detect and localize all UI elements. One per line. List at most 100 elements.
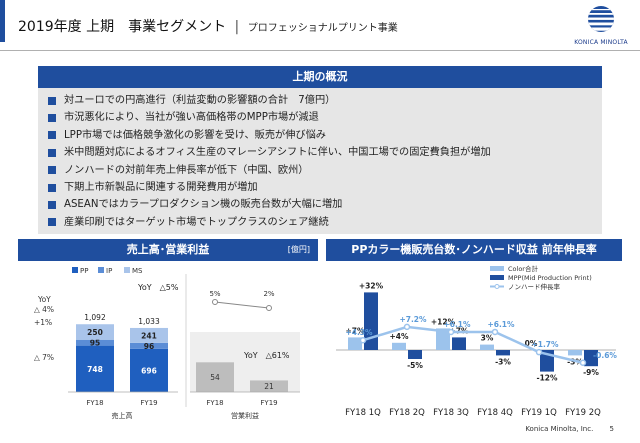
slide-title: 2019年度 上期 事業セグメント | プロフェッショナルプリント事業 — [18, 16, 398, 36]
growth-point-label: +4.3% — [345, 328, 373, 337]
slide-subtitle: プロフェッショナルプリント事業 — [247, 23, 398, 34]
color-bar-label: +7% — [345, 326, 365, 335]
konica-minolta-logo: KONICA MINOLTA — [568, 5, 634, 46]
category-label: FY18 — [206, 399, 223, 407]
category-label: FY18 4Q — [477, 408, 513, 418]
sales-bar-segment — [76, 324, 114, 340]
mpp-bar — [584, 350, 598, 367]
overview-bullet: ASEANではカラープロダクション機の販売台数が大幅に増加 — [48, 196, 602, 213]
category-label: FY18 1Q — [345, 408, 381, 418]
overview-bullet: 産業印刷ではターゲット市場でトップクラスのシェア継続 — [48, 214, 602, 231]
square-bullet-icon — [48, 131, 56, 140]
sales-segment-value: 748 — [87, 365, 103, 374]
color-bar — [436, 328, 450, 350]
footer-company: Konica Minolta, Inc. — [525, 425, 594, 433]
sales-total-label: 1,092 — [84, 313, 106, 322]
group-label: 売上高 — [112, 411, 133, 420]
sales-segment-value: 696 — [141, 366, 157, 375]
bullet-text: 市況悪化により、当社が強い高価格帯のMPP市場が減退 — [64, 112, 319, 124]
yoy-segment-label: △ 4% — [34, 305, 54, 314]
overview-bullet-list: 対ユーロでの円高進行（利益変動の影響額の合計 7億円） 市況悪化により、当社が強… — [38, 88, 602, 231]
bullet-text: ノンハードの対前年売上伸長率が低下（中国、欧州） — [64, 164, 309, 176]
growth-point-label: +6.1% — [443, 320, 471, 329]
globe-logo-icon — [588, 6, 614, 32]
category-label: FY19 — [140, 399, 157, 407]
margin-point — [266, 305, 272, 311]
sales-bar-segment — [76, 345, 114, 392]
overview-heading: 上期の概況 — [38, 66, 602, 88]
bullet-text: 下期上市新製品に関連する開発費用が増加 — [64, 181, 258, 193]
header-divider — [0, 50, 640, 51]
unit-label: [億円] — [287, 245, 310, 254]
bullet-text: 産業印刷ではターゲット市場でトップクラスのシェア継続 — [64, 216, 329, 228]
color-bar — [480, 344, 494, 350]
square-bullet-icon — [48, 218, 56, 227]
square-bullet-icon — [48, 166, 56, 175]
sales-segment-value: 96 — [144, 342, 154, 351]
title-accent-bar — [0, 0, 5, 42]
sales-segment-value: 95 — [90, 339, 100, 348]
sales-profit-heading: 売上高･営業利益 — [126, 243, 210, 256]
category-label: FY18 3Q — [433, 408, 469, 418]
sales-total-label: 1,033 — [138, 317, 160, 326]
sales-yoy-label: YoY △5% — [137, 283, 179, 292]
mpp-bar — [364, 292, 378, 350]
sales-segment-value: 241 — [141, 331, 157, 340]
growth-point — [403, 323, 411, 331]
profit-bar — [196, 362, 234, 392]
legend-label: IP — [106, 267, 112, 275]
logo-text: KONICA MINOLTA — [574, 39, 628, 46]
mpp-bar-label: -5% — [407, 361, 423, 370]
mpp-bar-label: +32% — [359, 281, 384, 290]
legend-marker — [494, 284, 500, 289]
growth-point-label: +1.7% — [531, 340, 559, 349]
growth-section-header: PPカラー機販売台数･ノンハード収益 前年伸長率 — [326, 239, 622, 261]
growth-point — [491, 328, 499, 336]
color-bar-label: 3% — [481, 334, 494, 343]
growth-point-label: +7.2% — [399, 315, 427, 324]
growth-point — [535, 348, 543, 356]
yoy-segment-label: +1% — [34, 318, 52, 327]
overview-bullet: 下期上市新製品に関連する開発費用が増加 — [48, 179, 602, 196]
sales-bar-segment — [130, 342, 168, 349]
square-bullet-icon — [48, 201, 56, 210]
bullet-text: LPP市場では価格競争激化の影響を受け、販売が伸び悩み — [64, 129, 326, 141]
mpp-bar-label: -12% — [536, 374, 558, 383]
category-label: FY19 1Q — [521, 408, 557, 418]
color-bar-label: 0% — [525, 339, 538, 348]
sales-bar-segment — [76, 339, 114, 346]
legend-label: Color合計 — [508, 264, 538, 273]
margin-label: 5% — [209, 290, 220, 298]
sales-profit-chart: PP IP MS YoY△ 4% +1% △ 7% 748 95 250 1,092 FY18 696… — [34, 267, 300, 420]
legend-label: MS — [132, 267, 143, 275]
overview-bullet: ノンハードの対前年売上伸長率が低下（中国、欧州） — [48, 162, 602, 179]
slide-title-main: 2019年度 上期 事業セグメント — [18, 19, 227, 35]
legend-label: PP — [80, 267, 88, 275]
overview-bullet: LPP市場では価格競争激化の影響を受け、販売が伸び悩み — [48, 127, 602, 144]
overview-bullet: 市況悪化により、当社が強い高価格帯のMPP市場が減退 — [48, 109, 602, 126]
category-label: FY18 — [86, 399, 103, 407]
mpp-bar — [496, 350, 510, 356]
legend-swatch — [124, 267, 130, 273]
margin-label: 2% — [263, 290, 274, 298]
page-number: 5 — [609, 425, 614, 433]
growth-line — [362, 325, 584, 364]
color-bar-label: +12% — [431, 317, 456, 326]
legend-swatch — [72, 267, 78, 273]
group-label: 営業利益 — [231, 411, 259, 420]
growth-point — [579, 359, 587, 367]
mpp-bar — [452, 337, 466, 350]
margin-point — [212, 299, 218, 305]
square-bullet-icon — [48, 148, 56, 157]
growth-point — [359, 336, 367, 344]
sales-bar-segment — [130, 327, 168, 343]
bullet-text: ASEANではカラープロダクション機の販売台数が大幅に増加 — [64, 199, 343, 211]
category-label: FY18 2Q — [389, 408, 425, 418]
profit-yoy-label: YoY △61% — [243, 351, 290, 360]
category-label: FY19 — [260, 399, 277, 407]
square-bullet-icon — [48, 96, 56, 105]
legend-label: MPP(Mid Production Print) — [508, 274, 592, 282]
growth-point-label: +6.1% — [487, 320, 515, 329]
profit-value: 21 — [264, 382, 274, 391]
